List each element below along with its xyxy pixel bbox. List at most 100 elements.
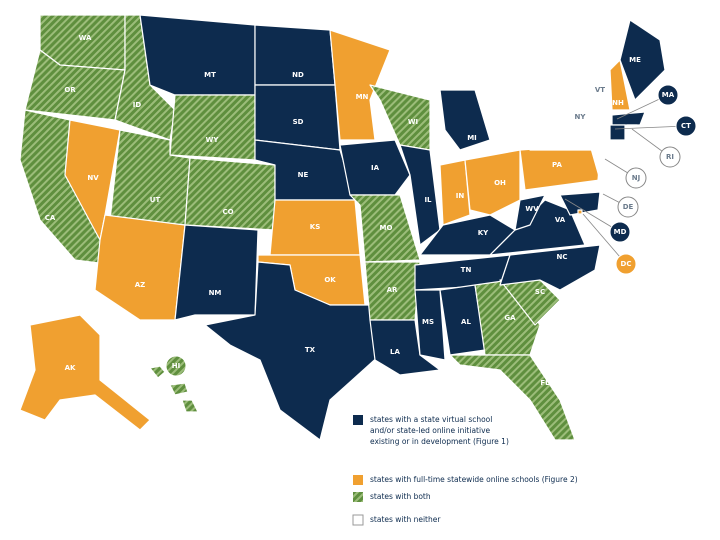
state-label: CA (45, 214, 56, 222)
state-shape (149, 365, 166, 379)
state-label: VA (555, 216, 566, 224)
state-label: AR (387, 286, 398, 294)
state-label: RI (666, 153, 674, 161)
state-callout (165, 355, 187, 377)
leader-line (564, 198, 621, 233)
state-shape (139, 14, 256, 96)
state-shape (174, 224, 259, 321)
state-shape (204, 261, 381, 441)
state-label: PA (552, 161, 562, 169)
state-label: NM (209, 289, 222, 297)
state-label: ND (292, 71, 304, 79)
state-label: SD (293, 118, 304, 126)
state-shape (439, 159, 471, 226)
legend-text: states with both (370, 492, 431, 501)
state-label: SC (535, 288, 545, 296)
state-label: ID (133, 101, 142, 109)
legend-swatch (353, 415, 363, 425)
legend-text: states with a state virtual school (370, 415, 492, 424)
state-callout (625, 167, 647, 189)
state-label: NY (575, 113, 587, 121)
state-label: WA (79, 34, 92, 42)
state-shape (169, 94, 256, 161)
legend-swatch (353, 475, 363, 485)
state-label: DC (621, 260, 632, 268)
state-callout (609, 221, 631, 243)
state-label: UT (150, 196, 161, 204)
state-label: KS (310, 223, 320, 231)
state-label: HI (172, 362, 180, 370)
state-shape (329, 29, 391, 141)
leader-line (614, 125, 687, 130)
legend-text: existing or in development (Figure 1) (370, 437, 509, 446)
state-label: AL (461, 318, 471, 326)
state-label: MO (380, 224, 393, 232)
legend-text: and/or state-led online initiative (370, 426, 491, 435)
state-shape (339, 139, 411, 196)
state-label: MS (422, 318, 434, 326)
state-label: CO (222, 208, 233, 216)
state-label: AK (65, 364, 76, 372)
state-label: NV (87, 174, 99, 182)
legend-text: states with full-time statewide online s… (370, 475, 578, 484)
state-shape (439, 89, 491, 151)
leader-line (582, 213, 627, 265)
state-shape (514, 194, 546, 231)
state-shape (184, 157, 276, 231)
legend-swatch (353, 492, 363, 502)
state-shape (414, 289, 446, 361)
state-shape (369, 319, 441, 376)
state-label: OK (324, 276, 336, 284)
state-callout (659, 146, 681, 168)
state-label: MD (614, 228, 627, 236)
state-shape (369, 84, 431, 151)
state-label: NE (298, 171, 309, 179)
state-label: WY (206, 136, 220, 144)
state-shape (577, 209, 583, 215)
state-shape (94, 214, 186, 321)
state-label: MI (467, 134, 477, 142)
state-callout (615, 253, 637, 275)
state-label: MN (356, 93, 369, 101)
state-shape (464, 149, 521, 216)
legend-swatch (352, 514, 364, 526)
state-callout (617, 196, 639, 218)
state-label: KY (478, 229, 489, 237)
state-label: DE (623, 203, 634, 211)
state-shape (559, 191, 601, 216)
state-label: OR (64, 86, 76, 94)
state-label: NC (557, 253, 568, 261)
state-shape (609, 59, 631, 111)
state-shape (597, 154, 613, 186)
state-label: WV (525, 205, 539, 213)
state-shape (349, 194, 421, 263)
state-callout (657, 84, 679, 106)
state-shape (449, 354, 576, 441)
state-label: IA (371, 164, 380, 172)
state-label: LA (390, 348, 400, 356)
state-shape (169, 382, 189, 396)
state-label: AZ (135, 281, 146, 289)
legend-text: states with neither (370, 515, 441, 524)
state-label: TX (305, 346, 316, 354)
state-label: MT (204, 71, 216, 79)
state-label: FL (540, 379, 550, 387)
state-shape (489, 199, 586, 256)
state-label: OH (494, 179, 506, 187)
state-label: MA (662, 91, 675, 99)
state-shape (499, 244, 601, 291)
state-label: TN (461, 266, 472, 274)
state-shape (611, 111, 646, 126)
state-callout (675, 115, 697, 137)
state-label: CT (681, 122, 691, 130)
state-shape (419, 214, 516, 256)
state-label: WI (408, 118, 418, 126)
state-shape (19, 314, 151, 431)
state-label: ME (629, 56, 641, 64)
state-label: VT (595, 86, 605, 94)
state-shape (609, 124, 626, 141)
state-label: GA (504, 314, 516, 322)
state-label: NH (612, 99, 624, 107)
state-shape (399, 144, 441, 246)
